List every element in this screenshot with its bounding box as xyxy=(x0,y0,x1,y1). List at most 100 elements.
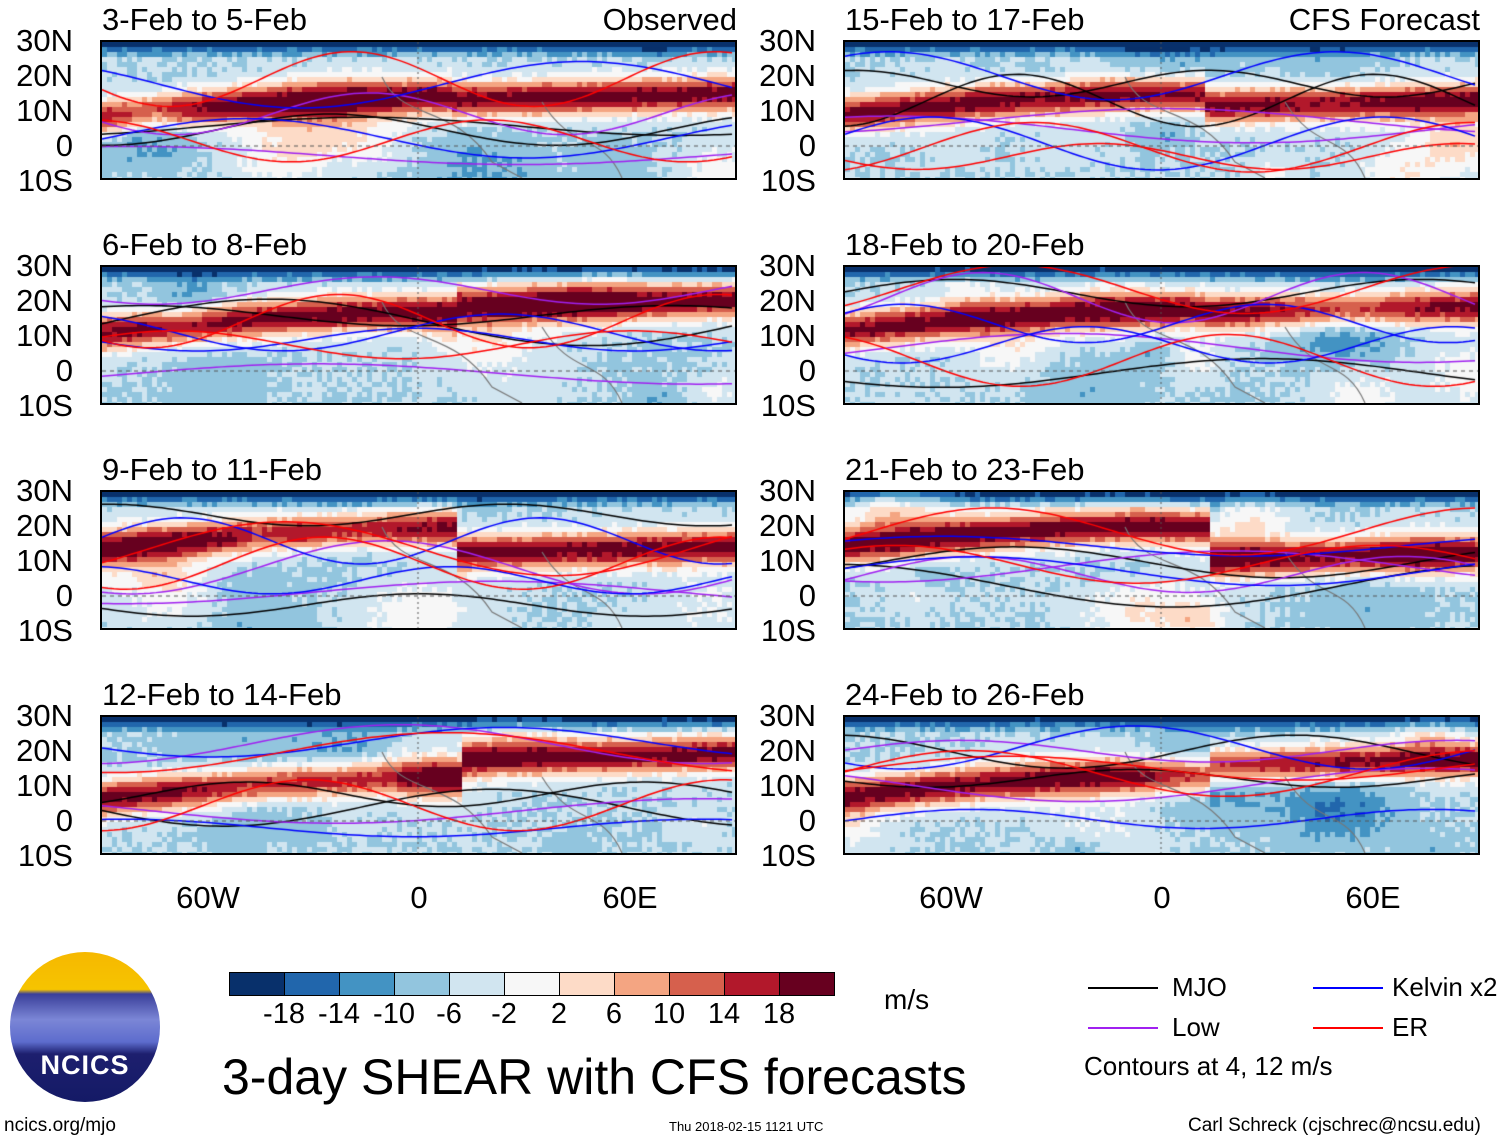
lat-label: 30N xyxy=(759,23,816,58)
colorbar-tick-label: -18 xyxy=(263,998,305,1030)
colorbar-tick-label: 14 xyxy=(707,998,741,1030)
lat-label: 0 xyxy=(55,353,73,388)
colorbar-tick-label: -10 xyxy=(373,998,415,1030)
shear-map xyxy=(843,40,1480,180)
colorbar-bin xyxy=(340,973,395,995)
lat-label: 10S xyxy=(17,388,73,423)
lat-label: 20N xyxy=(759,58,816,93)
lat-label: 10N xyxy=(759,318,816,353)
footer-timestamp: Thu 2018-02-15 1121 UTC xyxy=(669,1119,824,1134)
shear-map xyxy=(100,490,737,630)
lat-label: 20N xyxy=(16,58,73,93)
colorbar xyxy=(229,972,835,996)
lon-label: 60E xyxy=(1345,880,1401,915)
lat-label: 10N xyxy=(759,93,816,128)
panel-title: 9-Feb to 11-Feb xyxy=(102,452,322,487)
lat-label: 10S xyxy=(17,613,73,648)
colorbar-bin xyxy=(615,973,670,995)
lon-label: 60E xyxy=(602,880,658,915)
lat-label: 0 xyxy=(798,353,816,388)
lon-label: 60W xyxy=(919,880,983,915)
panel-tag: CFS Forecast xyxy=(1288,2,1480,37)
panel-title: 21-Feb to 23-Feb xyxy=(845,452,1085,487)
lat-label: 30N xyxy=(759,698,816,733)
legend-line-mjo xyxy=(1088,987,1158,989)
legend-label-kelvin: Kelvin x2 xyxy=(1392,972,1498,1002)
shear-field xyxy=(102,267,735,403)
logo-text: NCICS xyxy=(40,1050,130,1080)
lat-label: 30N xyxy=(16,248,73,283)
lat-label: 10S xyxy=(760,163,816,198)
lat-label: 10S xyxy=(760,388,816,423)
shear-field xyxy=(102,42,735,178)
shear-map xyxy=(100,715,737,855)
lat-label: 10S xyxy=(17,163,73,198)
shear-field xyxy=(845,267,1478,403)
lat-label: 0 xyxy=(55,578,73,613)
shear-map xyxy=(843,490,1480,630)
footer-author: Carl Schreck (cjschrec@ncsu.edu) xyxy=(1188,1115,1481,1136)
panel-title: 15-Feb to 17-Feb xyxy=(845,2,1085,37)
ncics-logo: NCICS xyxy=(10,952,160,1102)
panel-tag: Observed xyxy=(602,2,737,37)
lat-label: 0 xyxy=(55,803,73,838)
legend-line-low xyxy=(1088,1027,1158,1029)
colorbar-bin xyxy=(450,973,505,995)
lon-label: 60W xyxy=(176,880,240,915)
colorbar-bin xyxy=(395,973,450,995)
lat-label: 20N xyxy=(759,508,816,543)
colorbar-tick-label: 10 xyxy=(652,998,686,1030)
shear-field xyxy=(845,492,1478,628)
legend-label-er: ER xyxy=(1392,1012,1429,1042)
lat-label: 10N xyxy=(759,543,816,578)
lon-label: 0 xyxy=(1153,880,1171,915)
shear-map xyxy=(100,265,737,405)
lat-label: 20N xyxy=(16,508,73,543)
legend-label-mjo: MJO xyxy=(1172,972,1227,1002)
colorbar-bin xyxy=(560,973,615,995)
colorbar-units: m/s xyxy=(884,984,930,1015)
legend-line-er xyxy=(1313,1027,1383,1029)
footer-url: ncics.org/mjo xyxy=(4,1115,116,1136)
panel-title: 18-Feb to 20-Feb xyxy=(845,227,1085,262)
shear-field xyxy=(845,42,1478,178)
lat-label: 20N xyxy=(759,733,816,768)
colorbar-tick-label: 18 xyxy=(762,998,796,1030)
lat-label: 0 xyxy=(798,578,816,613)
lat-label: 0 xyxy=(798,128,816,163)
lon-label: 0 xyxy=(410,880,428,915)
lat-label: 30N xyxy=(16,473,73,508)
contour-note: Contours at 4, 12 m/s xyxy=(1084,1051,1333,1081)
lat-label: 10N xyxy=(16,543,73,578)
colorbar-bin xyxy=(725,973,780,995)
legend-line-kelvin xyxy=(1313,987,1383,989)
colorbar-tick-label: -2 xyxy=(491,998,517,1030)
lat-label: 20N xyxy=(16,283,73,318)
panel-title: 24-Feb to 26-Feb xyxy=(845,677,1085,712)
shear-field xyxy=(102,492,735,628)
lat-label: 20N xyxy=(759,283,816,318)
lat-label: 10S xyxy=(760,613,816,648)
colorbar-bin xyxy=(780,973,834,995)
shear-map xyxy=(843,265,1480,405)
shear-field xyxy=(102,717,735,853)
lat-label: 10S xyxy=(760,838,816,873)
lat-label: 10N xyxy=(759,768,816,803)
colorbar-bin xyxy=(285,973,340,995)
colorbar-tick-label: 2 xyxy=(550,998,568,1030)
lat-label: 30N xyxy=(16,23,73,58)
figure-title: 3-day SHEAR with CFS forecasts xyxy=(222,1049,967,1105)
colorbar-tick-label: -14 xyxy=(318,998,360,1030)
shear-map xyxy=(100,40,737,180)
panel-title: 6-Feb to 8-Feb xyxy=(102,227,308,262)
lat-label: 10N xyxy=(16,93,73,128)
lat-label: 10N xyxy=(16,768,73,803)
lat-label: 30N xyxy=(16,698,73,733)
panel-title: 3-Feb to 5-Feb xyxy=(102,2,308,37)
shear-map xyxy=(843,715,1480,855)
colorbar-tick-label: -6 xyxy=(436,998,462,1030)
shear-field xyxy=(845,717,1478,853)
colorbar-bin xyxy=(505,973,560,995)
lat-label: 0 xyxy=(55,128,73,163)
